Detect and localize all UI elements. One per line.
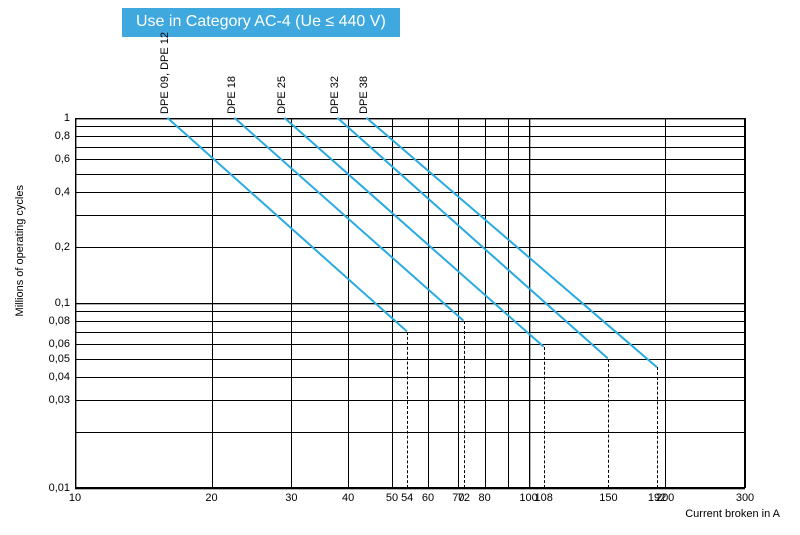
gridline-v xyxy=(745,118,746,488)
drop-label: 54 xyxy=(401,492,413,504)
gridline-h xyxy=(75,377,745,378)
y-tick-label: 0,08 xyxy=(49,315,70,327)
plot-border xyxy=(75,118,745,119)
gridline-h xyxy=(75,136,745,137)
gridline-v xyxy=(665,118,666,488)
drop-line xyxy=(544,347,545,488)
drop-line xyxy=(608,359,609,488)
series-line xyxy=(283,117,543,347)
gridline-h xyxy=(75,247,745,248)
gridline-h xyxy=(75,432,745,433)
plot-border xyxy=(75,487,745,488)
x-tick-label: 300 xyxy=(736,492,754,504)
y-tick-label: 0,2 xyxy=(55,241,70,253)
y-tick-label: 0,06 xyxy=(49,338,70,350)
gridline-h xyxy=(75,332,745,333)
gridline-v xyxy=(529,118,530,488)
gridline-h xyxy=(75,303,745,304)
gridline-h xyxy=(75,321,745,322)
gridline-h xyxy=(75,192,745,193)
y-tick-label: 0,05 xyxy=(49,353,70,365)
gridline-h xyxy=(75,159,745,160)
gridline-h xyxy=(75,174,745,175)
gridline-h xyxy=(75,400,745,401)
x-tick-label: 30 xyxy=(285,492,297,504)
series-label: DPE 38 xyxy=(358,76,370,114)
x-tick-label: 10 xyxy=(69,492,81,504)
series-label: DPE 09, DPE 12 xyxy=(159,32,171,114)
drop-line xyxy=(464,321,465,488)
y-tick-label: 0,03 xyxy=(49,394,70,406)
drop-label: 72 xyxy=(458,492,470,504)
x-tick-label: 80 xyxy=(479,492,491,504)
x-tick-label: 40 xyxy=(342,492,354,504)
chart-title-text: Use in Category AC-4 (Ue ≤ 440 V) xyxy=(136,13,386,30)
gridline-v xyxy=(508,118,509,488)
x-tick-label: 60 xyxy=(422,492,434,504)
plot-border xyxy=(744,118,745,488)
x-tick-label: 50 xyxy=(386,492,398,504)
drop-label: 150 xyxy=(599,492,617,504)
y-axis-label: Millions of operating cycles xyxy=(14,185,26,316)
y-tick-label: 1 xyxy=(64,112,70,124)
plot-area xyxy=(75,118,745,488)
drop-line xyxy=(407,332,408,488)
y-tick-label: 0,4 xyxy=(55,186,70,198)
gridline-v xyxy=(485,118,486,488)
y-tick-label: 0,1 xyxy=(55,297,70,309)
y-tick-label: 0,8 xyxy=(55,130,70,142)
plot-border xyxy=(75,118,76,488)
x-axis-label: Current broken in A xyxy=(685,508,780,520)
gridline-v xyxy=(212,118,213,488)
gridline-v xyxy=(291,118,292,488)
drop-label: 192 xyxy=(648,492,666,504)
series-label: DPE 25 xyxy=(276,76,288,114)
drop-label: 108 xyxy=(535,492,553,504)
series-line xyxy=(337,117,609,359)
series-line xyxy=(365,117,657,368)
gridline-h xyxy=(75,215,745,216)
y-tick-label: 0,6 xyxy=(55,153,70,165)
x-tick-label: 20 xyxy=(205,492,217,504)
y-tick-label: 0,01 xyxy=(49,482,70,494)
gridline-v xyxy=(392,118,393,488)
drop-line xyxy=(657,367,658,488)
gridline-h xyxy=(75,344,745,345)
series-label: DPE 18 xyxy=(226,76,238,114)
gridline-h xyxy=(75,147,745,148)
series-label: DPE 32 xyxy=(329,76,341,114)
gridline-v xyxy=(458,118,459,488)
gridline-h xyxy=(75,488,745,489)
y-tick-label: 0,04 xyxy=(49,371,70,383)
gridline-h xyxy=(75,311,745,312)
